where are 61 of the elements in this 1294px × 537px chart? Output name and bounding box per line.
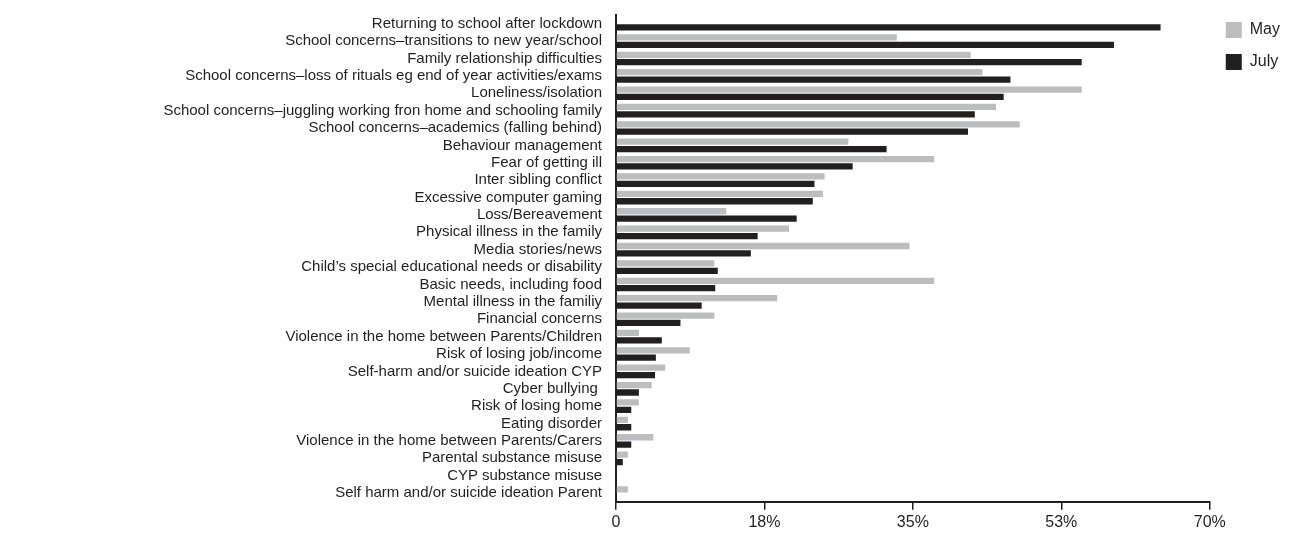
- bar: [616, 173, 825, 180]
- y-tick-label: Loss/Bereavement: [476, 205, 603, 223]
- y-tick-label: Returning to school after lockdown: [371, 13, 602, 31]
- y-tick-label: Fear of getting ill: [491, 152, 602, 170]
- y-tick-label: Child’s special educational needs or disability: [301, 257, 603, 275]
- bar: [616, 86, 1082, 93]
- bar: [616, 155, 935, 163]
- legend-label: May: [1249, 20, 1281, 38]
- bar: [616, 242, 910, 250]
- legend-label: July: [1249, 52, 1279, 70]
- x-tick-label: 35%: [896, 512, 929, 530]
- bar: [616, 329, 639, 337]
- y-tick-label: Risk of losing job/income: [436, 344, 602, 362]
- y-tick-label: Self-harm and/or suicide ideation CYP: [347, 361, 602, 379]
- y-tick-label: Behaviour management: [442, 135, 603, 153]
- bar: [616, 103, 997, 111]
- y-tick-label: School concerns–academics (falling behind): [308, 118, 602, 136]
- y-tick-label: Inter sibling conflict: [474, 170, 603, 188]
- y-tick-label: Mental illness in the familiy: [423, 292, 603, 309]
- y-tick-label: Physical illness in the family: [416, 222, 603, 240]
- bar: [616, 347, 690, 354]
- x-tick-label: 53%: [1045, 512, 1078, 530]
- y-tick-label: School concerns–transitions to new year/school: [285, 31, 602, 49]
- bar: [616, 208, 727, 215]
- y-tick-label: CYP substance misuse: [447, 465, 602, 483]
- bar: [616, 486, 628, 493]
- bar: [616, 364, 666, 371]
- bar: [616, 69, 983, 76]
- bar: [616, 121, 1020, 128]
- bar: [616, 399, 639, 406]
- bar: [616, 312, 715, 319]
- bar: [616, 51, 971, 58]
- bar: [616, 34, 897, 41]
- y-tick-label: Excessive computer gaming: [414, 187, 602, 205]
- bar: [616, 381, 652, 389]
- y-tick-label: Financial concerns: [476, 309, 602, 327]
- y-tick-label: Risk of losing home: [471, 396, 602, 414]
- x-tick-label: 70%: [1193, 512, 1226, 530]
- y-tick-label: Parental substance misuse: [421, 448, 602, 466]
- bar: [616, 138, 849, 145]
- bar: [616, 190, 823, 197]
- y-tick-label: School concerns–juggling working fron home and schooling family: [163, 100, 603, 118]
- bar: [616, 451, 628, 458]
- y-tick-label: Violence in the home between Parents/Carers: [296, 431, 602, 449]
- bar: [616, 434, 654, 441]
- y-tick-label: Loneliness/isolation: [471, 83, 602, 101]
- y-tick-label: Basic needs, including food: [419, 274, 602, 292]
- y-tick-label: Violence in the home between Parents/Children: [285, 326, 602, 344]
- x-tick-label: 18%: [748, 512, 781, 530]
- bar: [616, 295, 778, 302]
- bar: [616, 225, 790, 232]
- y-tick-label: Self harm and/or suicide ideation Parent: [335, 483, 603, 501]
- y-tick-label: Cyber bullying: [502, 378, 602, 396]
- bar: [616, 277, 935, 284]
- x-tick-label: 0: [611, 512, 621, 530]
- y-tick-label: Family relationship difficulties: [407, 48, 602, 66]
- bar: [616, 416, 628, 424]
- bar: [616, 260, 715, 267]
- y-tick-label: School concerns–loss of rituals eg end of year activities/exams: [185, 65, 602, 83]
- y-tick-label: Eating disorder: [501, 413, 602, 431]
- y-tick-label: Media stories/news: [473, 239, 602, 257]
